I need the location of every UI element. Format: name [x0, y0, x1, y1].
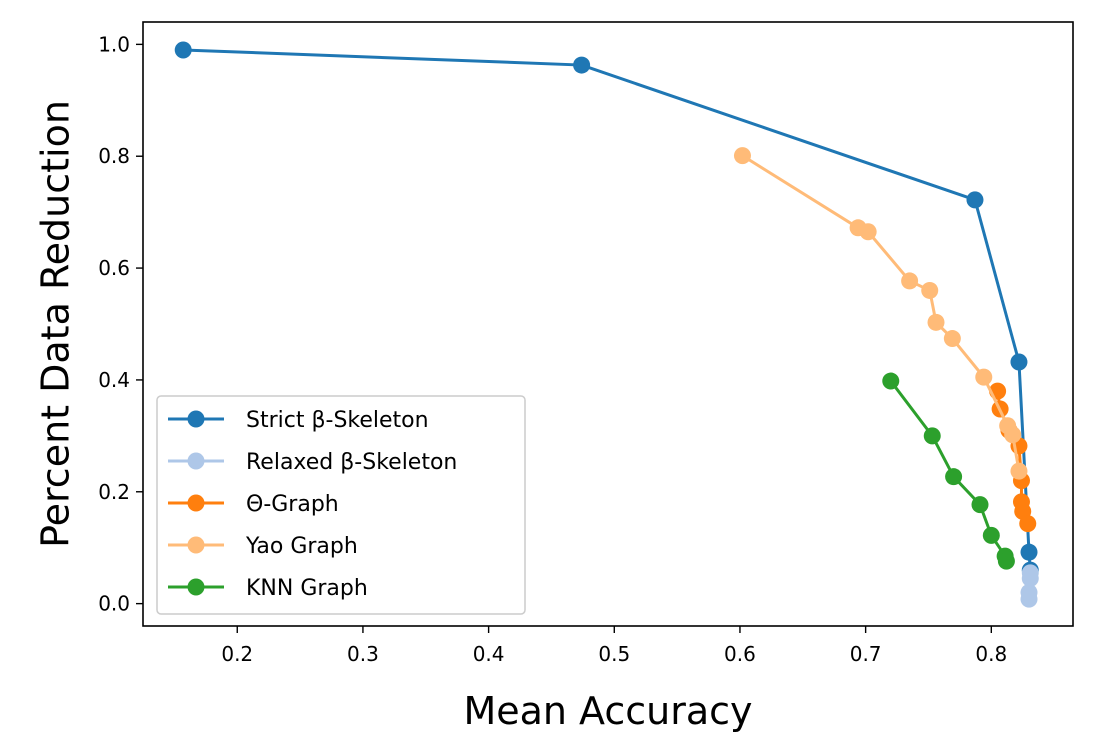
legend-box: [156, 395, 526, 615]
legend-marker: [187, 578, 205, 596]
legend: Strict β-Skeleton Relaxed β-Skeleton Θ-Gra…: [156, 395, 526, 615]
x-axis-label: Mean Accuracy: [463, 689, 752, 733]
axes-frame: [142, 21, 1074, 627]
legend-label: Relaxed β-Skeleton: [246, 450, 457, 475]
x-tick-label: 0.2: [221, 642, 253, 666]
data-point: [882, 372, 900, 390]
data-point: [971, 496, 989, 514]
data-point: [733, 147, 751, 165]
data-point: [1010, 462, 1028, 480]
legend-label: Yao Graph: [245, 534, 358, 559]
data-point: [1021, 569, 1039, 587]
data-point: [945, 468, 963, 486]
data-point: [921, 281, 939, 299]
x-tick-label: 0.5: [598, 642, 630, 666]
data-point: [1004, 426, 1022, 444]
legend-label: Strict β-Skeleton: [246, 408, 429, 433]
legend-marker: [187, 452, 205, 470]
y-tick-label: 1.0: [98, 32, 130, 56]
x-tick-label: 0.8: [975, 642, 1007, 666]
x-tick-label: 0.6: [724, 642, 756, 666]
data-point: [943, 330, 961, 348]
data-point: [1010, 353, 1028, 371]
legend-marker: [187, 536, 205, 554]
legend-marker: [187, 410, 205, 428]
data-point: [1020, 543, 1038, 561]
series-4: [882, 372, 1015, 570]
ticks: 0.2 0.3 0.4 0.5 0.6 0.7 0.8 0.0 0.2 0.4 0.6 0.8 1.0: [98, 32, 1007, 666]
y-tick-label: 0.8: [98, 144, 130, 168]
y-axis-label: Percent Data Reduction: [34, 100, 78, 548]
x-tick-label: 0.4: [473, 642, 505, 666]
data-point: [901, 272, 919, 290]
data-point: [859, 223, 877, 241]
data-point: [982, 526, 1000, 544]
data-point: [966, 191, 984, 209]
data-point: [573, 56, 591, 74]
data-point: [997, 552, 1015, 570]
x-tick-label: 0.3: [347, 642, 379, 666]
y-tick-label: 0.2: [98, 480, 130, 504]
data-point: [927, 313, 945, 331]
y-tick-label: 0.6: [98, 256, 130, 280]
legend-marker: [187, 494, 205, 512]
x-tick-label: 0.7: [850, 642, 882, 666]
data-point: [174, 41, 192, 59]
legend-label: KNN Graph: [246, 576, 368, 601]
series-3: [733, 147, 1028, 480]
data-point: [975, 368, 993, 386]
plot-area: [174, 41, 1039, 608]
y-tick-label: 0.0: [98, 592, 130, 616]
data-point: [1020, 590, 1038, 608]
series-1: [1020, 564, 1039, 608]
data-point: [923, 427, 941, 445]
y-tick-label: 0.4: [98, 368, 130, 392]
legend-label: Θ-Graph: [246, 492, 339, 517]
data-point: [1019, 515, 1037, 533]
